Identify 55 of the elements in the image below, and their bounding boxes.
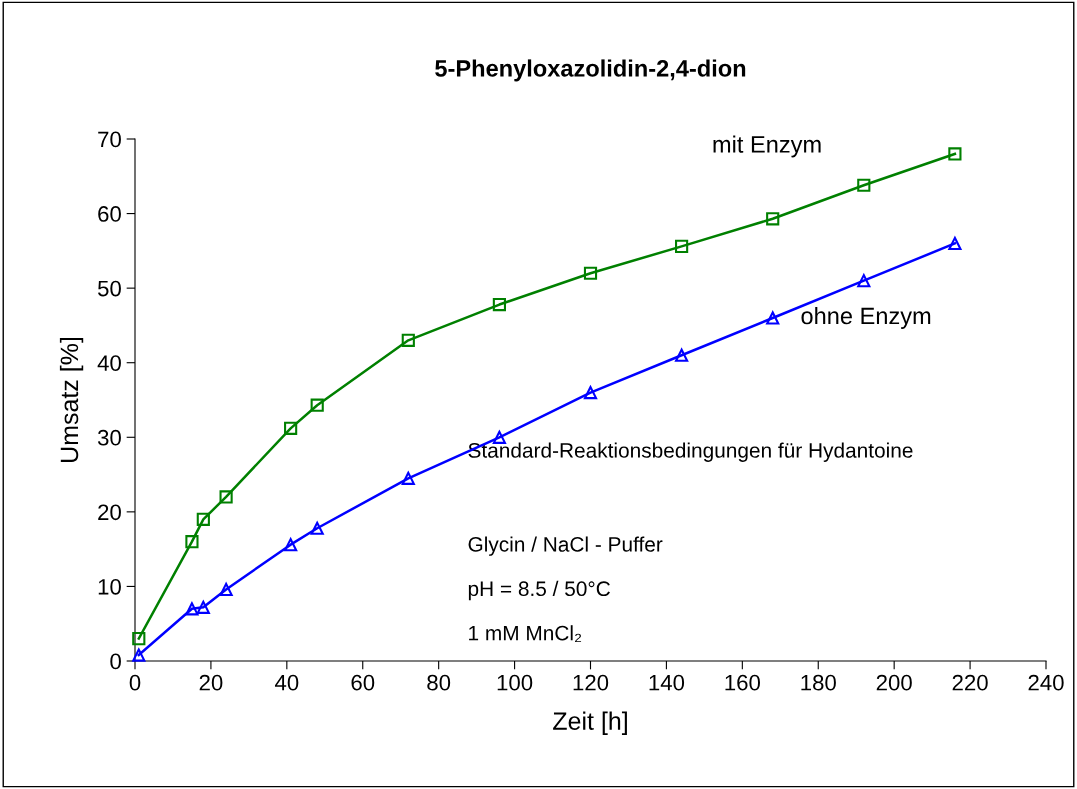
x-tick-label: 20 — [199, 674, 223, 691]
point — [196, 600, 210, 614]
point — [766, 212, 780, 226]
x-tick-label: 80 — [427, 674, 451, 691]
annotation: pH = 8.5 / 50°C — [468, 580, 610, 601]
point — [948, 147, 962, 161]
point — [284, 421, 298, 435]
y-tick-label: 20 — [98, 504, 121, 521]
annotation: Glycin / NaCl - Puffer — [468, 536, 663, 556]
y-tick-label: 0 — [110, 653, 121, 670]
x-tick-label: 200 — [876, 674, 912, 691]
point — [675, 348, 689, 362]
point — [583, 385, 598, 400]
point — [857, 178, 871, 192]
x-tick-label: 240 — [1028, 674, 1064, 691]
point — [675, 239, 689, 253]
point — [401, 333, 415, 347]
point — [766, 311, 780, 325]
y-tick-label: 30 — [97, 429, 121, 446]
y-axis-title: Umsatz [%] — [59, 337, 84, 462]
point — [310, 398, 324, 412]
annotation: 1 mM MnCl₂ — [469, 625, 582, 643]
chart-title: 5-Phenyloxazolidin-2,4-dion — [435, 59, 746, 82]
x-tick-label: 0 — [129, 674, 141, 691]
point — [219, 490, 233, 504]
point — [948, 236, 962, 250]
point — [492, 297, 506, 312]
x-tick-label: 100 — [497, 674, 533, 691]
point — [583, 266, 598, 280]
x-tick-label: 40 — [274, 674, 299, 691]
point — [185, 602, 199, 616]
point — [401, 471, 415, 485]
point — [185, 535, 199, 549]
x-tick-label: 120 — [573, 674, 609, 691]
x-tick-label: 180 — [801, 674, 836, 691]
x-tick-label: 60 — [351, 674, 375, 691]
y-tick-label: 70 — [98, 131, 121, 148]
point — [219, 582, 233, 597]
point — [132, 648, 146, 662]
point — [857, 274, 871, 288]
x-tick-label: 160 — [725, 674, 760, 691]
series-label: mit Enzym — [713, 135, 821, 158]
point — [310, 521, 324, 535]
series-label: ohne Enzym — [801, 306, 931, 329]
y-tick-label: 50 — [97, 280, 121, 297]
point — [196, 512, 210, 526]
point — [284, 538, 298, 552]
y-tick-label: 40 — [97, 355, 121, 371]
x-axis-title: Zeit [h] — [553, 711, 627, 735]
point — [132, 632, 146, 646]
x-tick-label: 220 — [952, 674, 988, 691]
annotation: Standard-Reaktionsbedingungen für Hydantoine — [468, 442, 913, 462]
y-tick-label: 60 — [98, 206, 121, 222]
x-tick-label: 140 — [649, 674, 685, 691]
y-tick-label: 10 — [98, 578, 121, 595]
